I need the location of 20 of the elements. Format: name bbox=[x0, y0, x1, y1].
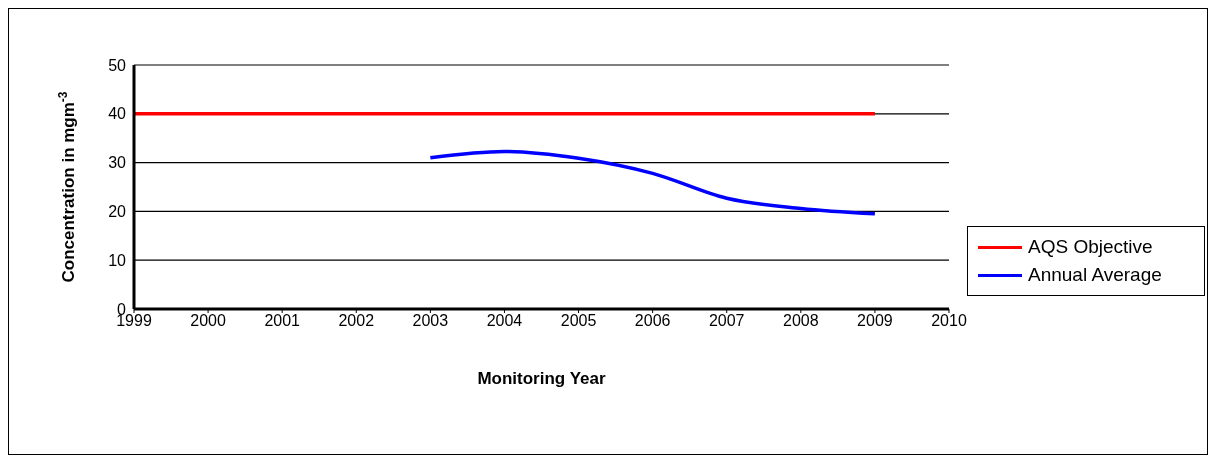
x-tick-label: 2005 bbox=[560, 312, 597, 330]
x-tick-label: 2010 bbox=[931, 312, 967, 330]
legend-label: Annual Average bbox=[1028, 264, 1162, 286]
x-tick-label: 2006 bbox=[634, 312, 671, 330]
x-tick-label: 2002 bbox=[338, 312, 375, 330]
x-tick-label: 2007 bbox=[708, 312, 745, 330]
x-tick-label: 2000 bbox=[190, 312, 226, 330]
y-tick-label: 30 bbox=[108, 154, 127, 172]
x-tick-label: 2001 bbox=[264, 312, 301, 330]
y-tick-label: 20 bbox=[108, 203, 127, 221]
x-tick-label: 2004 bbox=[486, 312, 523, 330]
line-series bbox=[428, 149, 877, 216]
y-tick-label: 40 bbox=[108, 105, 127, 123]
y-tick-label: 10 bbox=[108, 251, 127, 269]
legend-label: AQS Objective bbox=[1028, 236, 1153, 258]
x-tick-label: 2009 bbox=[857, 312, 893, 330]
x-tick-label: 2008 bbox=[783, 312, 819, 330]
y-tick-label: 50 bbox=[108, 56, 127, 74]
x-tick-label: 2003 bbox=[412, 312, 449, 330]
x-axis-title: Monitoring Year bbox=[477, 369, 606, 388]
